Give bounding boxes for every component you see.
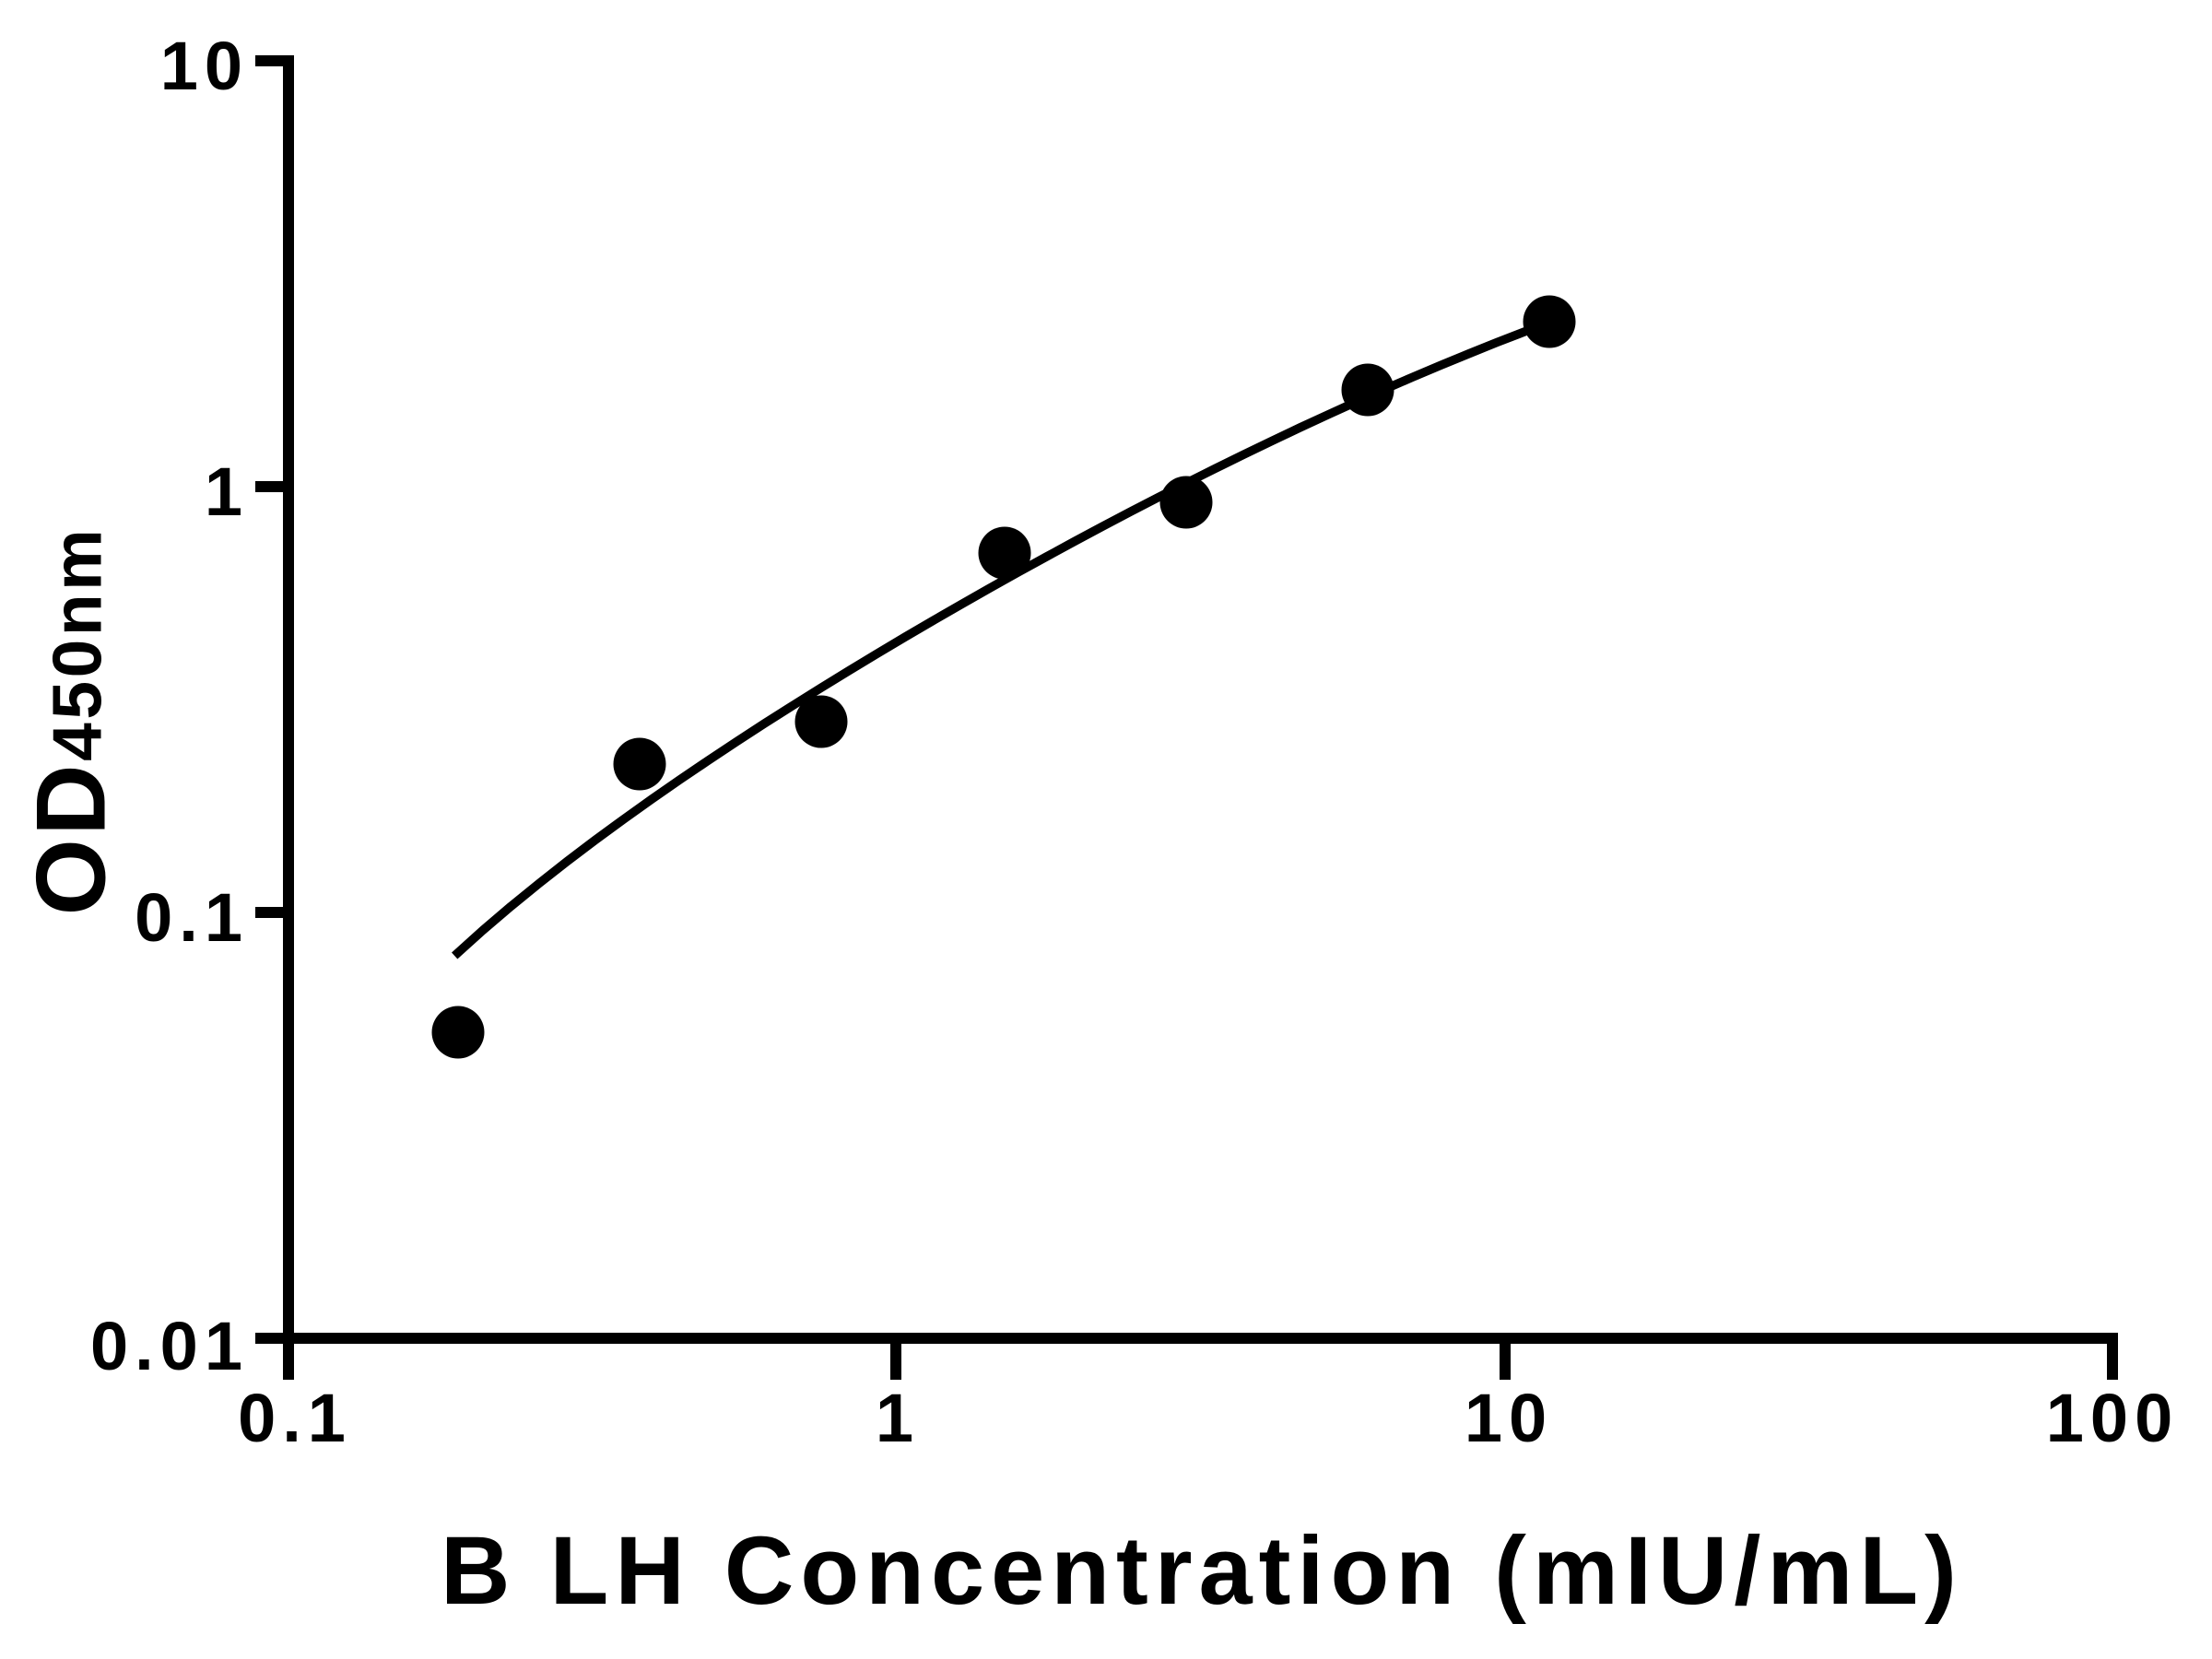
- svg-text:1: 1: [876, 1380, 920, 1456]
- svg-text:10: 10: [160, 28, 249, 104]
- svg-text:1: 1: [205, 453, 249, 530]
- svg-text:0.1: 0.1: [238, 1380, 352, 1456]
- svg-text:100: 100: [2046, 1380, 2179, 1456]
- svg-text:10: 10: [1465, 1380, 1553, 1456]
- svg-text:OD450nm: OD450nm: [16, 526, 126, 916]
- svg-text:0.1: 0.1: [135, 879, 249, 956]
- svg-text:0.01: 0.01: [90, 1308, 249, 1384]
- svg-text:B LH Concentration (mIU/mL): B LH Concentration (mIU/mL): [441, 1517, 1963, 1625]
